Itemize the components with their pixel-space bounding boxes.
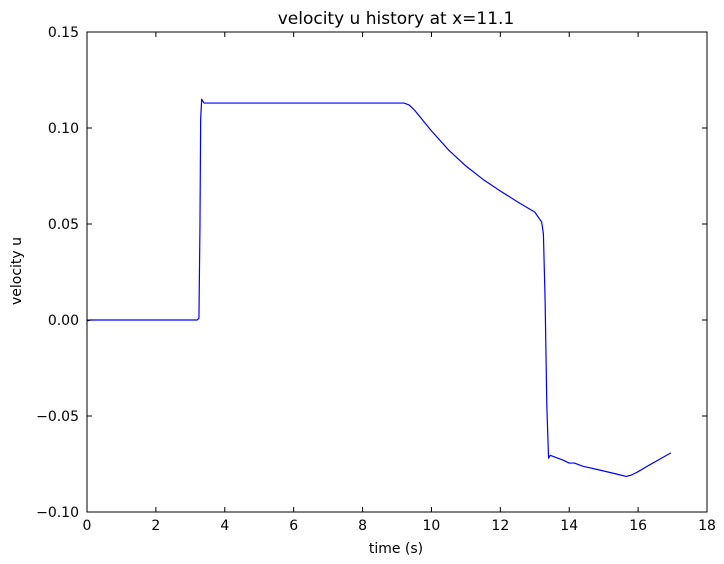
y-axis: −0.10 −0.05 0.00 0.05 0.10 0.15 bbox=[36, 25, 707, 521]
chart-title: velocity u history at x=11.1 bbox=[278, 9, 515, 29]
series-line-0 bbox=[86, 98, 672, 478]
x-tick-label: 8 bbox=[358, 518, 367, 534]
x-tick-label: 10 bbox=[423, 518, 441, 534]
y-axis-label: velocity u bbox=[9, 237, 25, 305]
y-tick-label: 0.10 bbox=[48, 121, 79, 137]
y-tick-label: 0.00 bbox=[48, 313, 79, 329]
x-tick-label: 14 bbox=[560, 518, 578, 534]
x-tick-label: 0 bbox=[83, 518, 92, 534]
y-tick-label: 0.05 bbox=[48, 217, 79, 233]
x-tick-label: 4 bbox=[220, 518, 229, 534]
x-axis: 0 2 4 6 8 10 12 14 16 18 bbox=[83, 32, 716, 534]
y-tick-label: −0.10 bbox=[36, 505, 79, 521]
x-tick-label: 2 bbox=[151, 518, 160, 534]
x-tick-label: 16 bbox=[629, 518, 647, 534]
x-tick-label: 12 bbox=[491, 518, 509, 534]
y-tick-label: 0.15 bbox=[48, 25, 79, 41]
x-axis-label: time (s) bbox=[369, 541, 423, 557]
plot-frame bbox=[86, 31, 708, 513]
y-tick-label: −0.05 bbox=[36, 409, 79, 425]
x-tick-label: 18 bbox=[698, 518, 716, 534]
x-tick-label: 6 bbox=[289, 518, 298, 534]
plot-area bbox=[86, 31, 708, 513]
